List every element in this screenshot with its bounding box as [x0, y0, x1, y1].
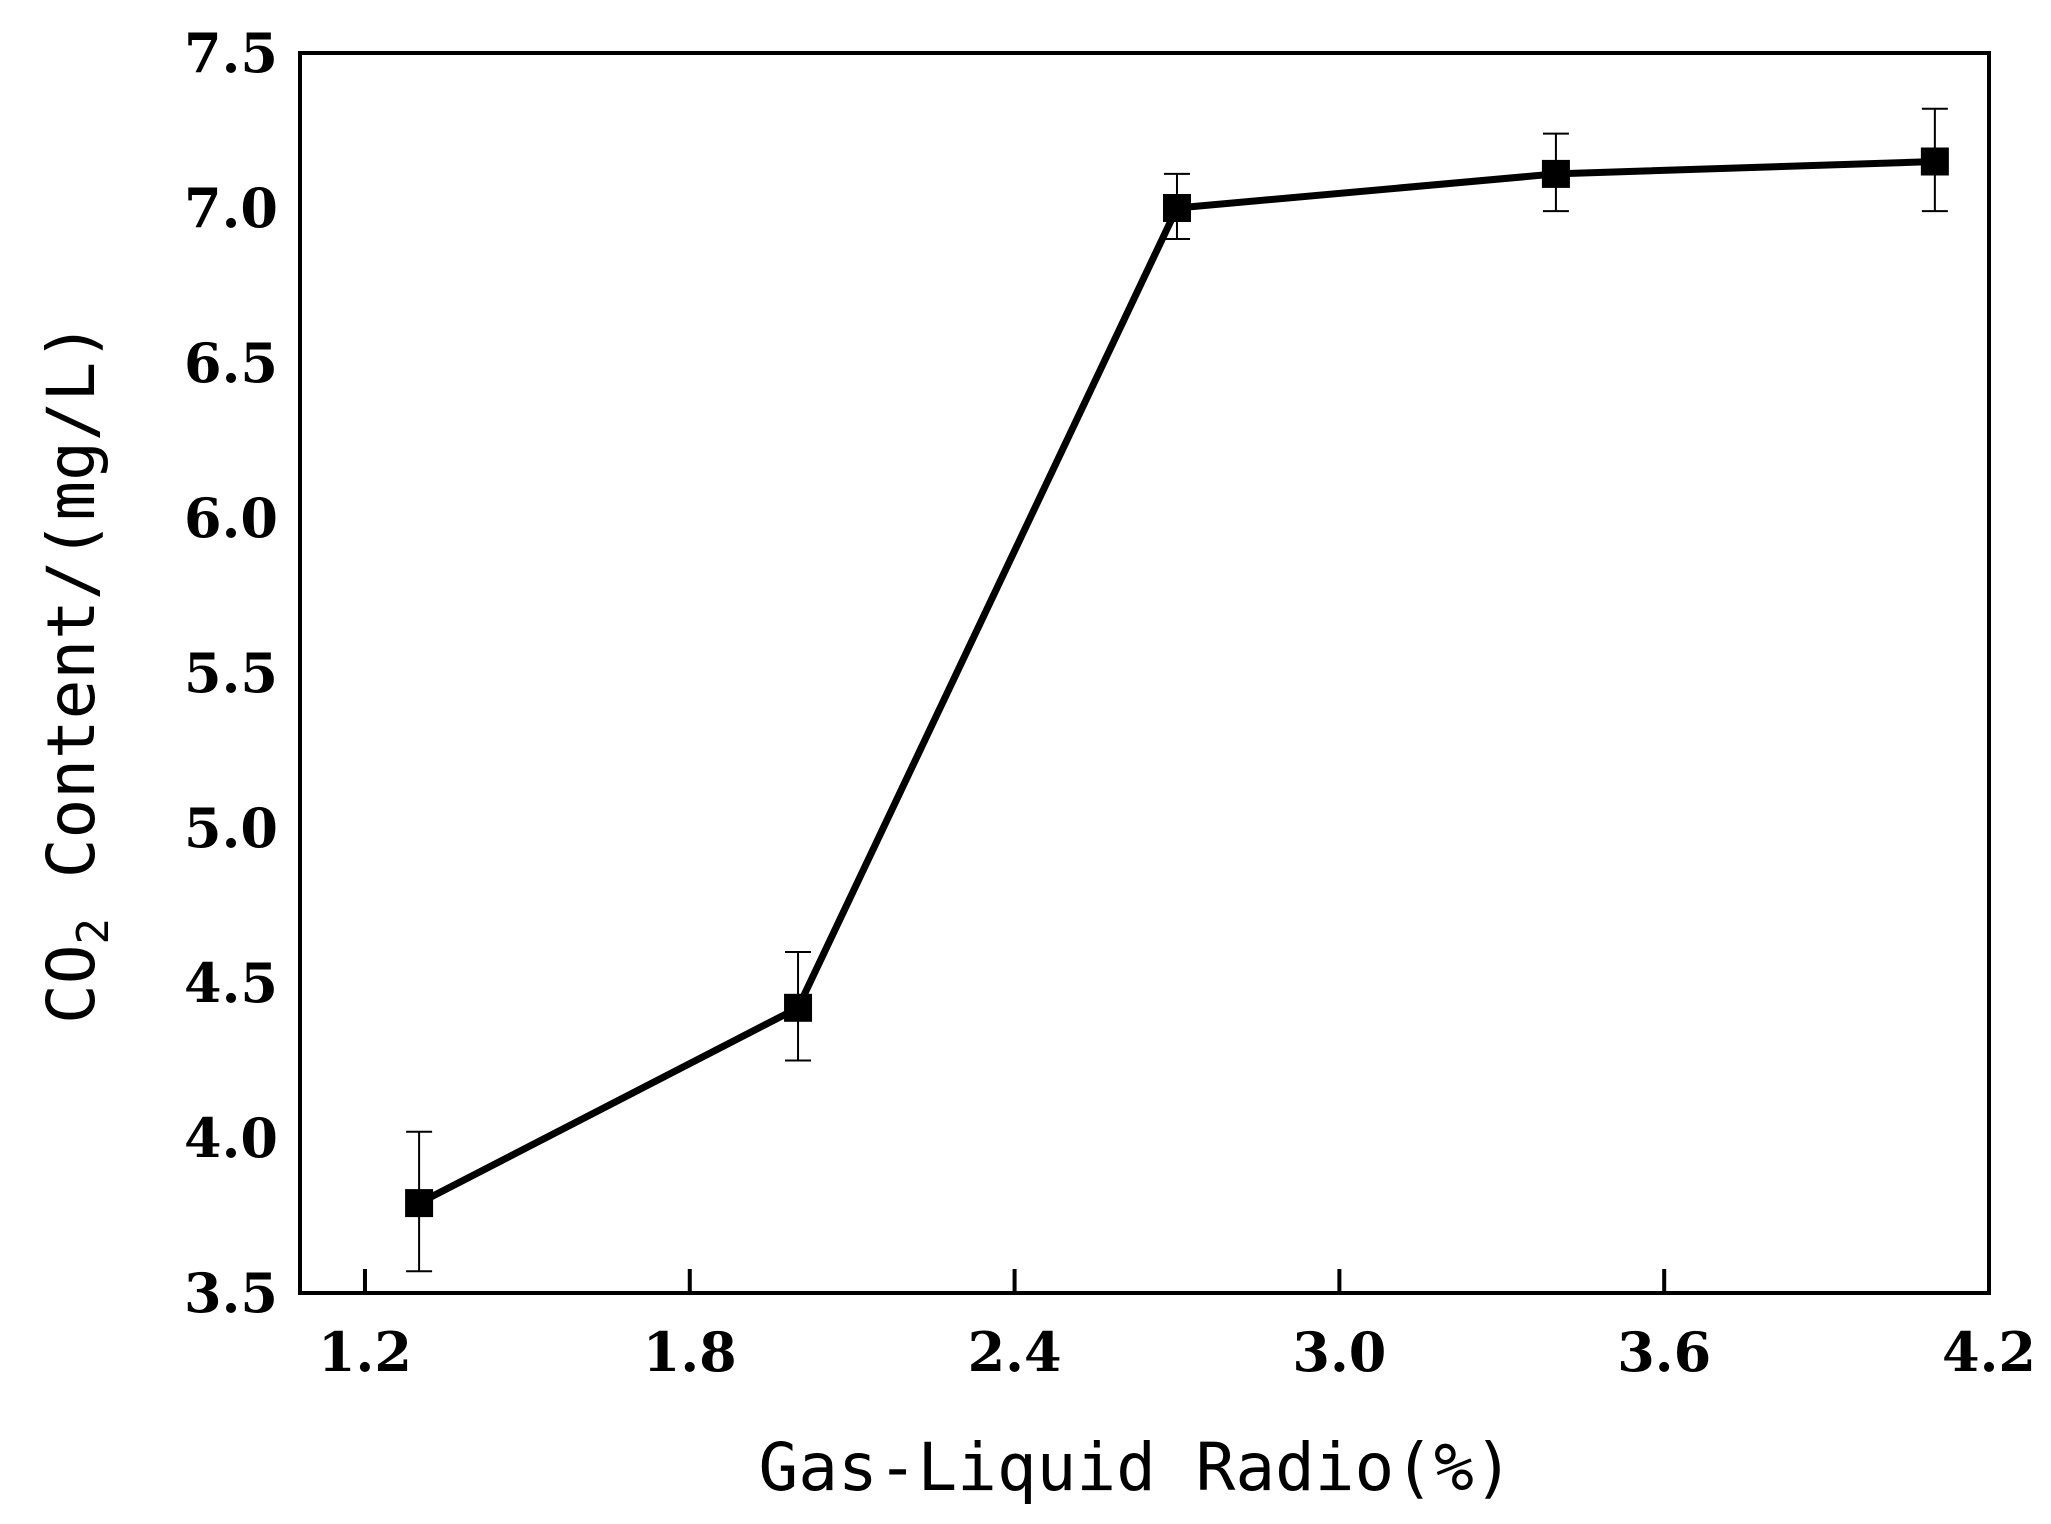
- y-tick-label: 5.0: [184, 796, 278, 860]
- y-axis-title-subscript: 2: [68, 918, 119, 945]
- x-tick-label: 1.2: [318, 1320, 412, 1384]
- data-point: [405, 1189, 434, 1218]
- x-tick-label: 2.4: [968, 1320, 1062, 1384]
- plot-area: [405, 107, 1949, 1273]
- y-axis: 3.5 4.0 4.5 5.0 5.5 6.0 6.5 7.0 7.5: [184, 21, 278, 1325]
- x-tick-label: 3.6: [1617, 1320, 1711, 1384]
- data-point: [1162, 194, 1191, 222]
- series-line: [417, 158, 1935, 1207]
- y-tick-label: 6.5: [184, 331, 278, 395]
- y-axis-title-pre: CO: [33, 945, 110, 1024]
- y-axis-title-post: Content/(mg/L): [33, 322, 110, 918]
- x-axis: 1.2 1.8 2.4 3.0 3.6 4.2: [318, 1269, 2036, 1384]
- y-tick-label: 3.5: [184, 1261, 278, 1325]
- y-axis-title: CO2 Content/(mg/L): [33, 322, 119, 1024]
- y-tick-label: 7.5: [184, 21, 278, 85]
- y-tick-label: 5.5: [184, 641, 278, 705]
- x-axis-title: Gas-Liquid Radio(%): [759, 1429, 1514, 1506]
- plot-frame: [298, 51, 1991, 1295]
- y-tick-label: 7.0: [184, 176, 278, 240]
- x-tick-label: 4.2: [1942, 1320, 2036, 1384]
- y-tick-label: 4.0: [184, 1106, 278, 1170]
- data-point: [784, 993, 813, 1022]
- data-point: [1541, 159, 1570, 188]
- y-tick-label: 4.5: [184, 951, 278, 1015]
- x-tick-label: 3.0: [1292, 1320, 1386, 1384]
- y-tick-label: 6.0: [184, 486, 278, 550]
- x-tick-label: 1.8: [643, 1320, 737, 1384]
- data-point: [1920, 147, 1949, 176]
